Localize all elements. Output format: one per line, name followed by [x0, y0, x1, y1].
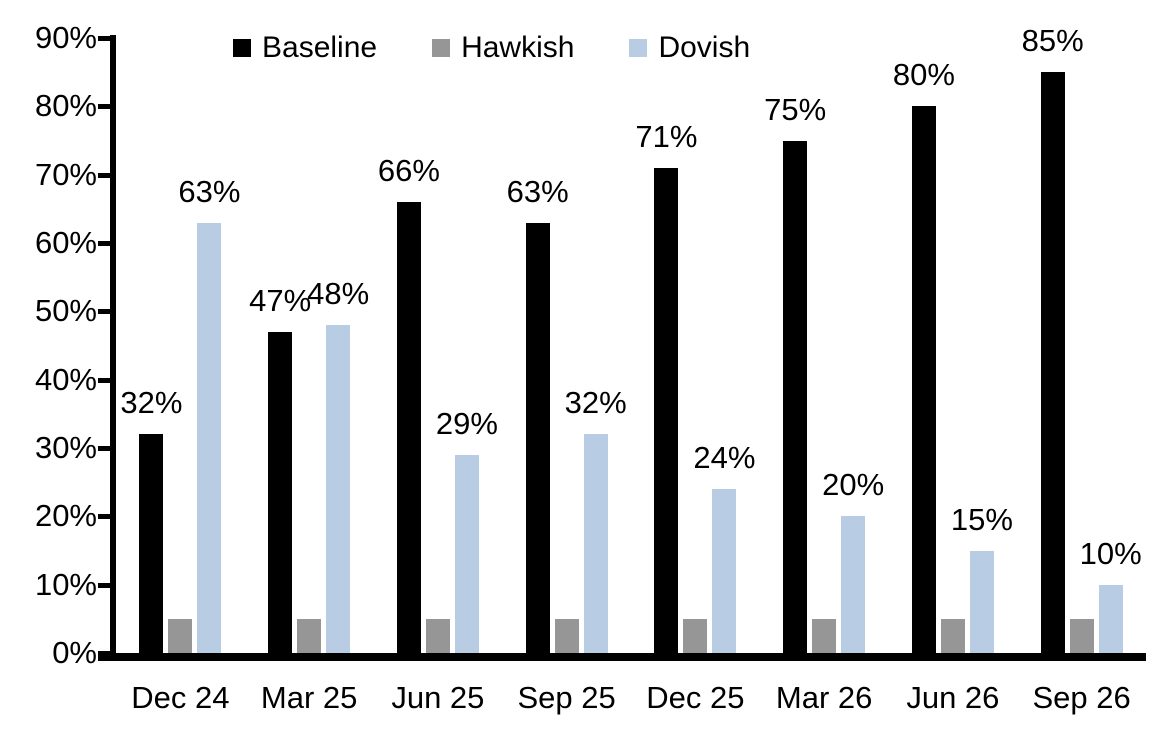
- bar-hawkish-dec-25: [683, 618, 708, 653]
- bar-dovish-mar-26: [841, 516, 866, 653]
- legend-swatch-baseline-icon: [233, 39, 251, 57]
- bar-baseline-dec-25: [654, 167, 679, 653]
- bar-dovish-mar-25: [326, 325, 351, 653]
- data-label-baseline-dec-25: 71%: [635, 118, 698, 154]
- bar-baseline-jun-25: [396, 202, 421, 653]
- y-axis-line: [110, 35, 116, 661]
- x-axis-line: [98, 653, 1146, 661]
- y-axis-tick: [98, 446, 111, 451]
- y-axis-tick: [98, 36, 111, 41]
- legend-label-baseline: Baseline: [262, 31, 378, 64]
- x-axis-label-dec-24: Dec 24: [131, 680, 230, 715]
- legend-item-hawkish: Hawkish: [432, 31, 574, 65]
- chart-legend: Baseline Hawkish Dovish: [233, 31, 750, 65]
- y-axis-tick-label: 10%: [34, 566, 97, 602]
- bar-dovish-dec-25: [712, 489, 737, 653]
- bar-hawkish-sep-26: [1069, 618, 1094, 653]
- x-axis-label-dec-25: Dec 25: [646, 680, 745, 715]
- legend-swatch-dovish-icon: [629, 39, 648, 57]
- bar-baseline-dec-24: [139, 434, 164, 653]
- bar-dovish-jun-26: [969, 550, 994, 653]
- y-axis-tick-label: 30%: [34, 430, 97, 465]
- bar-baseline-jun-26: [911, 106, 936, 653]
- data-label-baseline-dec-24: 32%: [120, 385, 183, 421]
- y-axis-tick-label: 40%: [34, 361, 97, 397]
- data-label-baseline-jun-26: 80%: [892, 57, 955, 93]
- data-label-baseline-sep-25: 63%: [506, 173, 569, 209]
- bar-hawkish-jun-25: [425, 618, 450, 653]
- legend-item-baseline: Baseline: [233, 31, 377, 65]
- y-axis-tick: [98, 309, 111, 315]
- bar-baseline-mar-26: [783, 140, 808, 653]
- bar-dovish-jun-25: [454, 454, 479, 653]
- bar-baseline-sep-25: [525, 222, 550, 653]
- data-label-dovish-mar-26: 20%: [822, 467, 885, 503]
- y-axis-tick-label: 0%: [52, 635, 97, 670]
- bar-hawkish-mar-26: [812, 618, 837, 653]
- legend-swatch-hawkish-icon: [432, 39, 451, 57]
- data-label-dovish-mar-25: 48%: [307, 276, 370, 311]
- bar-dovish-sep-25: [583, 434, 608, 653]
- y-axis-tick: [98, 172, 111, 178]
- y-axis-tick-label: 50%: [34, 293, 97, 329]
- data-label-dovish-jun-25: 29%: [435, 405, 498, 441]
- x-axis-label-jun-25: Jun 25: [391, 680, 485, 715]
- bar-baseline-mar-25: [268, 331, 293, 653]
- data-label-dovish-sep-26: 10%: [1079, 535, 1142, 571]
- bar-hawkish-mar-25: [297, 618, 322, 653]
- y-axis-tick: [98, 514, 111, 520]
- y-axis-tick: [98, 377, 111, 383]
- y-axis-tick: [98, 582, 111, 588]
- bar-hawkish-jun-26: [940, 618, 965, 653]
- y-axis-tick-label: 20%: [34, 498, 97, 534]
- bar-hawkish-dec-24: [168, 618, 193, 653]
- x-axis-label-jun-26: Jun 26: [906, 680, 1000, 715]
- y-axis-tick-label: 90%: [34, 20, 97, 55]
- data-label-dovish-dec-24: 63%: [178, 173, 241, 209]
- data-label-baseline-jun-25: 66%: [377, 153, 440, 188]
- y-axis-tick: [98, 104, 111, 110]
- x-axis-label-sep-26: Sep 26: [1032, 680, 1131, 715]
- bar-hawkish-sep-25: [554, 618, 579, 653]
- bar-dovish-dec-24: [197, 222, 222, 653]
- data-label-baseline-mar-25: 47%: [249, 282, 312, 318]
- data-label-baseline-mar-26: 75%: [764, 91, 827, 127]
- y-axis-tick-label: 60%: [34, 225, 97, 260]
- data-label-dovish-sep-25: 32%: [564, 385, 627, 421]
- data-label-baseline-sep-26: 85%: [1021, 23, 1084, 59]
- y-axis-tick-label: 80%: [34, 88, 97, 124]
- x-axis-label-mar-25: Mar 25: [260, 680, 358, 715]
- y-axis-tick: [98, 651, 111, 656]
- y-axis-tick-label: 70%: [34, 156, 97, 192]
- x-axis-label-mar-26: Mar 26: [775, 680, 873, 715]
- bar-dovish-sep-26: [1098, 584, 1123, 653]
- y-axis-tick: [98, 241, 111, 246]
- legend-label-dovish: Dovish: [658, 31, 751, 64]
- legend-item-dovish: Dovish: [629, 31, 750, 65]
- legend-label-hawkish: Hawkish: [461, 31, 575, 64]
- bar-baseline-sep-26: [1040, 72, 1065, 653]
- data-label-dovish-jun-26: 15%: [950, 501, 1013, 537]
- data-label-dovish-dec-25: 24%: [693, 440, 756, 475]
- x-axis-label-sep-25: Sep 25: [517, 680, 616, 715]
